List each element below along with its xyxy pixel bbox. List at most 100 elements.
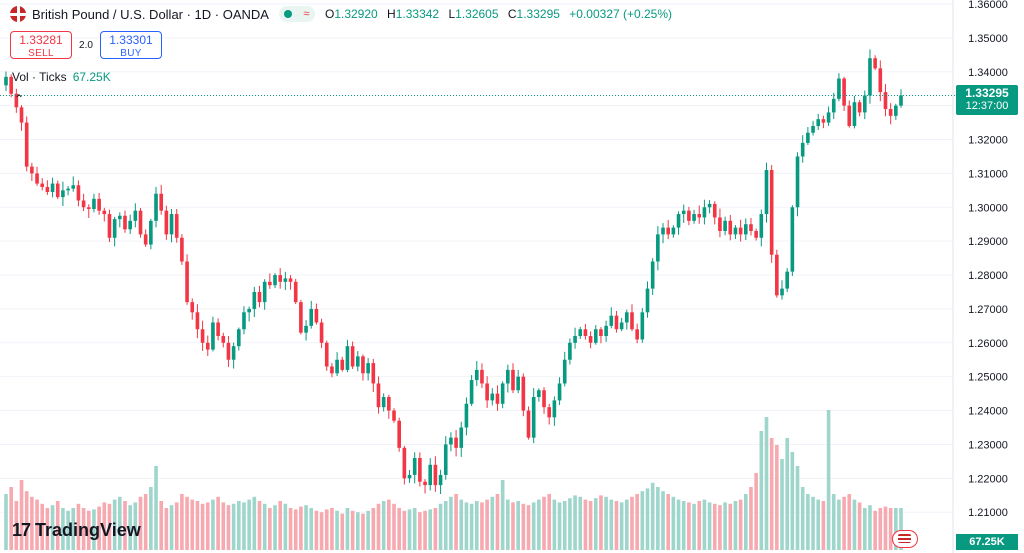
volume-bar [790, 452, 795, 550]
volume-bar [521, 503, 526, 550]
volume-bar [433, 508, 438, 550]
volume-bar [593, 498, 598, 550]
candle-body [309, 308, 314, 326]
candle-body [749, 224, 753, 231]
volume-legend-label: Vol · Ticks [12, 70, 67, 84]
candle-body [837, 78, 841, 99]
open-label: O [324, 7, 335, 21]
candle-body [609, 315, 614, 326]
volume-bar [412, 508, 417, 550]
volume-bar [743, 494, 748, 550]
candle-body [624, 312, 629, 323]
candle-body [656, 234, 660, 262]
volume-bar [459, 499, 464, 550]
candle-body [852, 102, 857, 126]
volume-bar [516, 501, 520, 550]
volume-bar [92, 509, 96, 550]
volume-bar [759, 431, 764, 550]
volume-bar [443, 501, 448, 550]
candle-body [19, 107, 24, 123]
candle-body [542, 390, 546, 408]
market-status-toggle[interactable]: ≈ [278, 6, 315, 22]
candle-body [500, 383, 505, 404]
candle-body [588, 336, 593, 343]
volume-bar [371, 508, 376, 550]
candle-body [402, 447, 407, 479]
candle-body [743, 224, 748, 235]
candle-body [154, 193, 158, 221]
volume-bar [635, 494, 639, 550]
tradingview-logo[interactable]: 17 TradingView [12, 520, 141, 541]
candle-body [143, 234, 148, 245]
volume-bar [537, 499, 541, 550]
volume-bar [128, 505, 132, 550]
price-tick-label: 1.23000 [968, 439, 1008, 451]
candle-body [412, 457, 417, 475]
candle-body [112, 219, 117, 238]
volume-bar [749, 487, 753, 550]
volume-bar [630, 496, 634, 550]
candle-body [604, 325, 608, 337]
price-axis[interactable]: 1.360001.350001.340001.330001.320001.310… [968, 0, 1008, 519]
volume-bar [221, 502, 226, 550]
last-volume-label: 67.25K [956, 534, 1018, 550]
candle-body [438, 474, 443, 486]
spread-value: 2.0 [79, 39, 93, 51]
us-flag-badge-icon[interactable] [892, 530, 918, 548]
volume-bar [795, 466, 800, 550]
volume-bar [112, 499, 117, 550]
volume-bar [702, 499, 707, 550]
volume-legend[interactable]: Vol · Ticks 67.25K [12, 70, 111, 84]
volume-bar [76, 503, 81, 550]
candle-body [806, 132, 810, 143]
volume-bar [324, 509, 329, 550]
candle-body [423, 481, 427, 486]
candle-body [247, 308, 251, 313]
candle-body [759, 214, 764, 238]
volume-bar [847, 494, 852, 550]
candle-body [671, 227, 676, 235]
volume-bar [469, 503, 474, 550]
candle-body [826, 112, 831, 123]
volume-bar [273, 505, 277, 550]
candle-body [81, 200, 86, 208]
price-tick-label: 1.22000 [968, 473, 1008, 485]
volume-bar [723, 502, 727, 550]
candle-body [149, 220, 153, 245]
price-tick-label: 1.30000 [968, 202, 1008, 214]
candle-body [821, 119, 826, 123]
volume-bar [299, 506, 303, 550]
candle-body [712, 203, 717, 218]
candle-body [878, 68, 883, 93]
volume-bar [883, 506, 888, 550]
sell-button[interactable]: 1.33281 SELL [10, 31, 72, 59]
last-price-label: 1.33295 12:37:00 [956, 85, 1018, 115]
volume-bar [671, 496, 676, 550]
candle-body [490, 393, 495, 401]
volume-bar [402, 510, 407, 550]
volume-bar [842, 496, 846, 550]
volume-bar [775, 445, 779, 550]
volume-bar [288, 508, 293, 550]
candle-body [355, 356, 360, 367]
buy-button[interactable]: 1.33301 BUY [100, 31, 162, 59]
candle-body [599, 329, 603, 337]
volume-bar [355, 512, 360, 550]
volume-bar [55, 501, 60, 550]
volume-bar [506, 499, 510, 550]
collapse-chevron-up-icon[interactable]: ⌃ [14, 92, 25, 106]
candle-body [614, 315, 619, 330]
volume-bar [231, 503, 236, 550]
volume-bar [599, 495, 603, 550]
volume-bar [423, 510, 427, 550]
candle-body [236, 329, 241, 347]
volume-bar [319, 512, 324, 550]
candle-body [894, 105, 898, 116]
volume-bar [831, 494, 836, 550]
volume-bar [712, 503, 717, 550]
candle-body [661, 227, 665, 235]
symbol-title[interactable]: British Pound / U.S. Dollar · 1D · OANDA [32, 6, 269, 22]
volume-bar [464, 502, 469, 550]
candle-body [371, 363, 376, 384]
